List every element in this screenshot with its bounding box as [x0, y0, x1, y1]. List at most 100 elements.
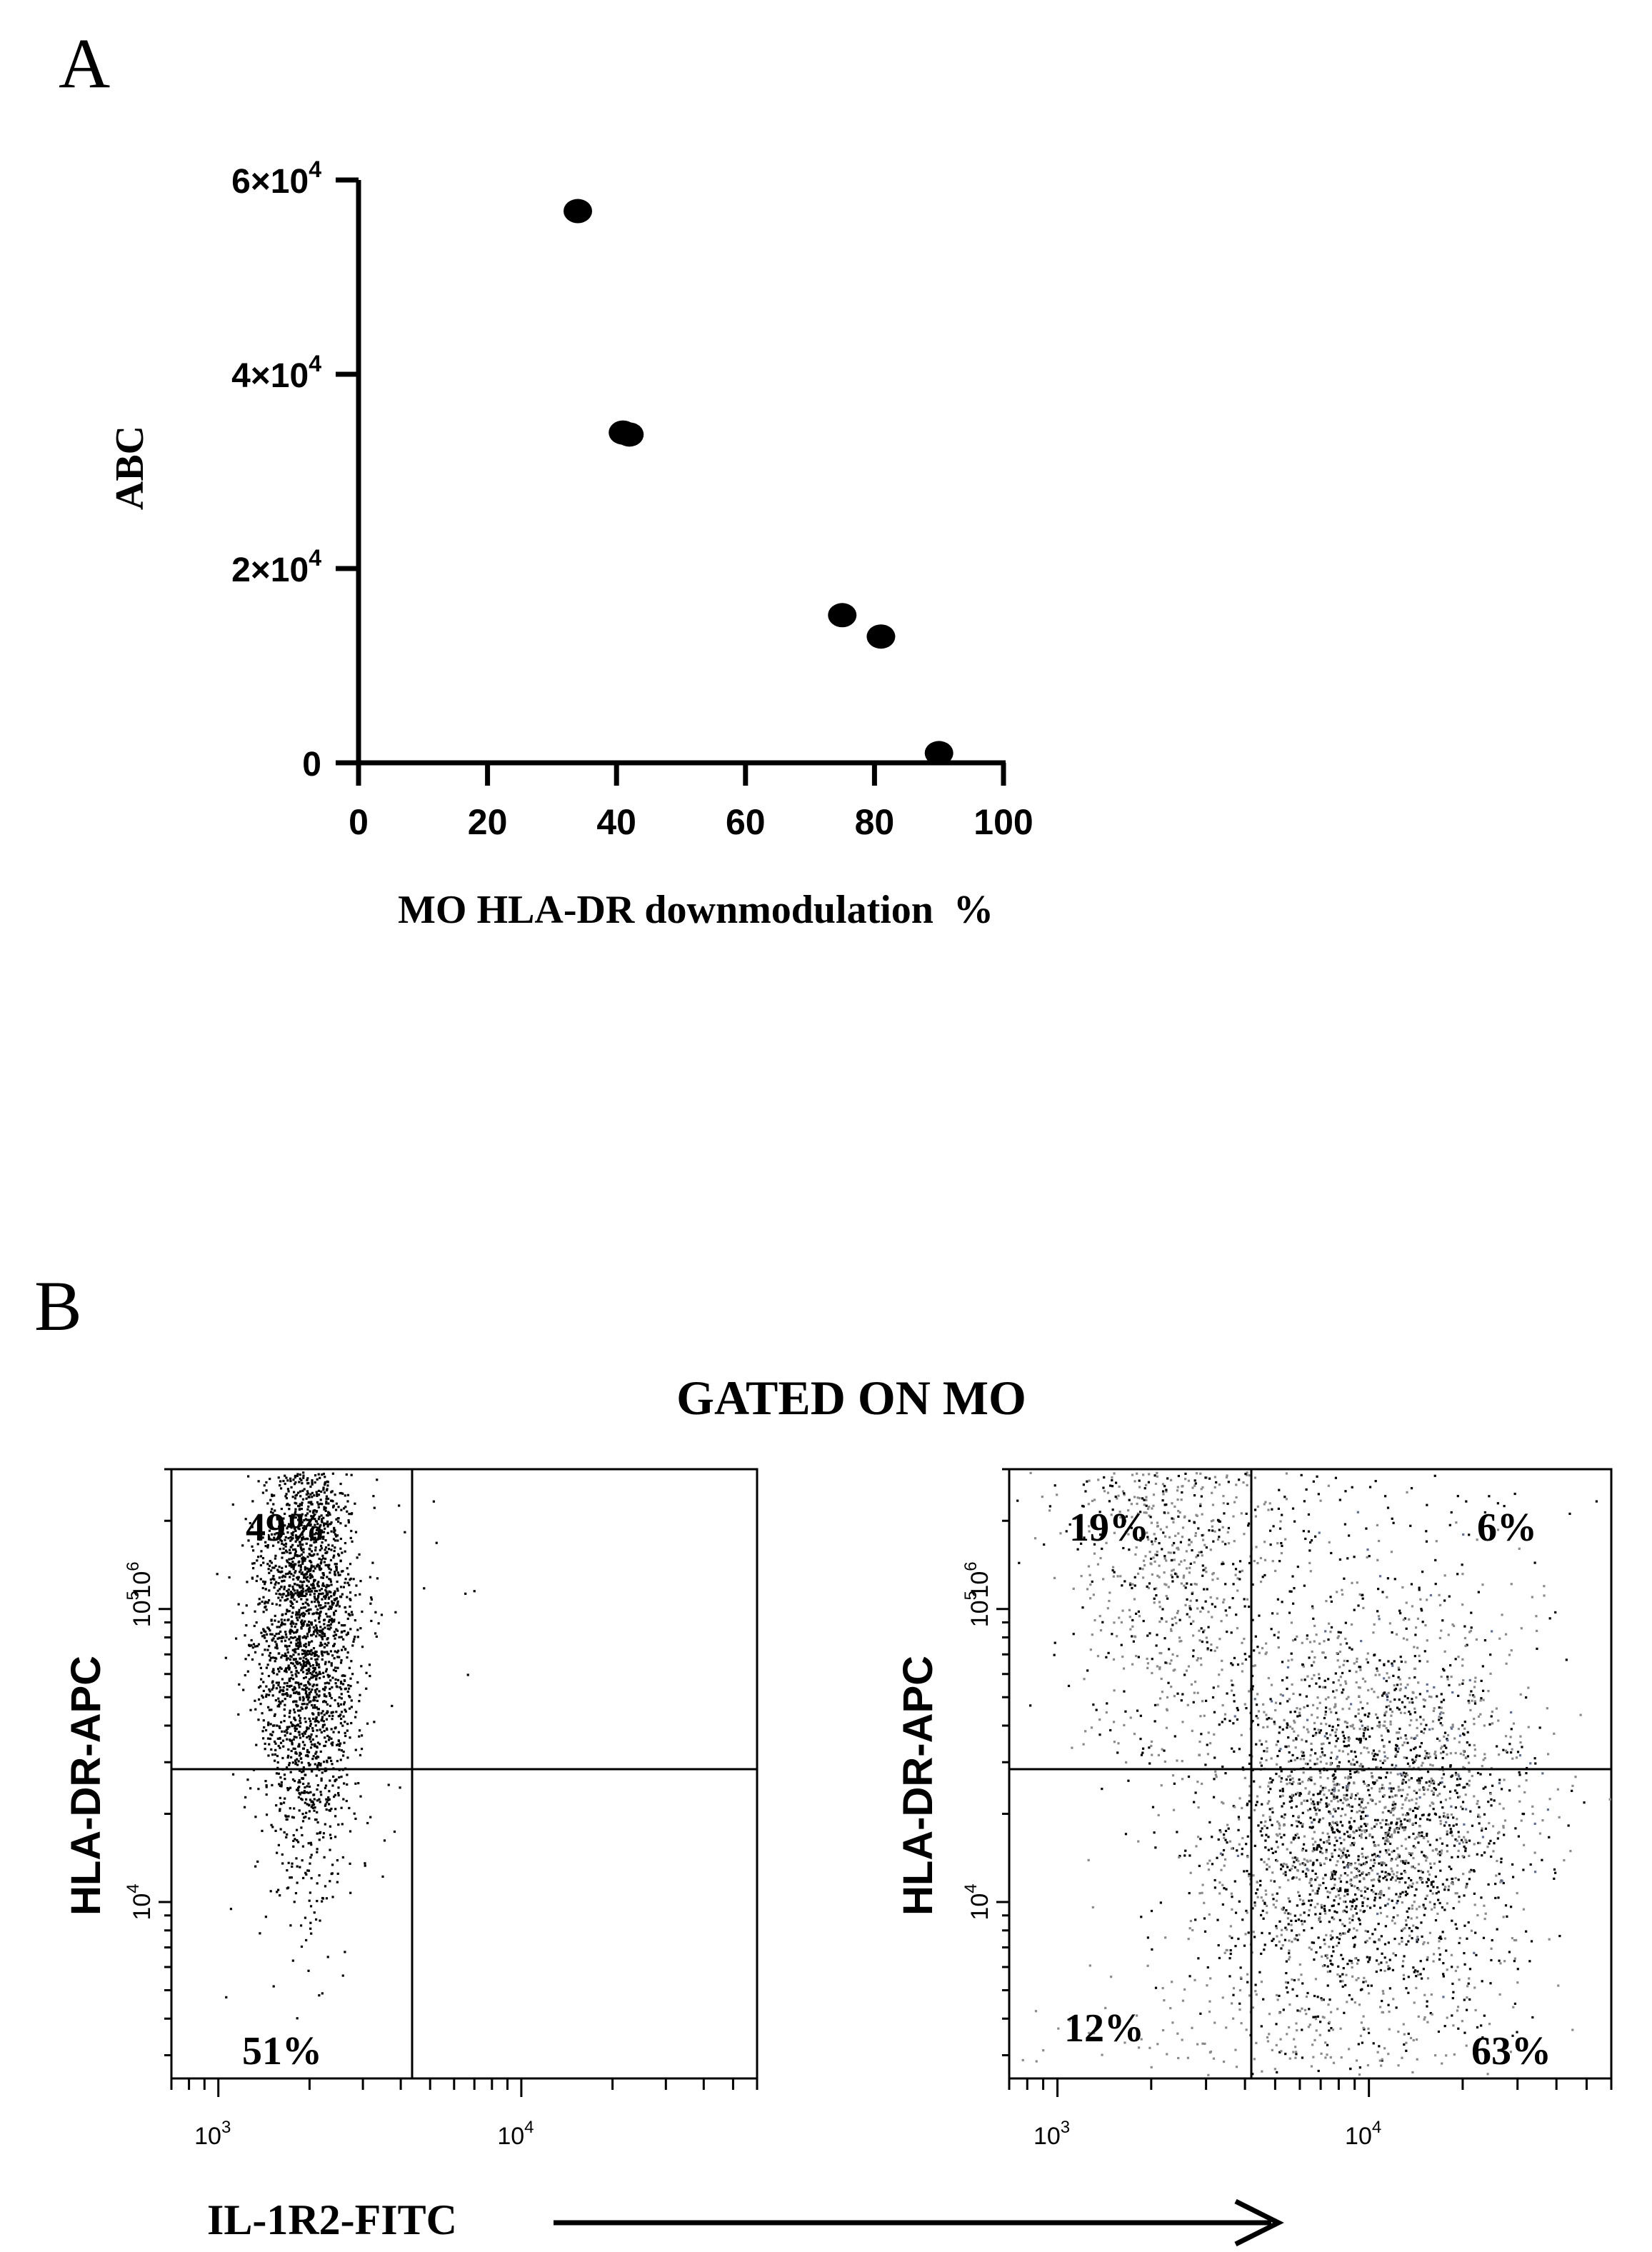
event-dot [1318, 1845, 1321, 1848]
event-dot [318, 1690, 321, 1693]
event-dot [341, 1823, 344, 1826]
event-dot [333, 1618, 336, 1621]
event-dot [1351, 1805, 1354, 1808]
event-dot [294, 1474, 296, 1477]
event-dot [299, 1663, 302, 1666]
event-dot [1438, 1953, 1441, 1956]
event-dot [1362, 1817, 1365, 1820]
event-dot [1303, 1902, 1306, 1905]
event-dot [263, 1726, 266, 1729]
event-dot [334, 1592, 336, 1595]
event-dot [1413, 1806, 1416, 1810]
event-dot [1333, 1797, 1336, 1801]
event-dot [333, 1554, 336, 1557]
event-dot [1303, 1835, 1306, 1838]
event-dot [1258, 1739, 1261, 1742]
event-dot [276, 1637, 279, 1640]
event-dot [1476, 1800, 1479, 1803]
event-dot [1328, 1909, 1331, 1912]
event-dot [1357, 1888, 1360, 1891]
event-dot [1498, 1778, 1501, 1781]
event-dot [224, 1656, 227, 1659]
event-dot [348, 1583, 351, 1586]
event-dot [1371, 1758, 1375, 1761]
plot-frame [1008, 1468, 1613, 2080]
event-dot [1381, 1694, 1384, 1697]
event-dot [1333, 1870, 1336, 1873]
event-dot [315, 1683, 318, 1686]
event-dot [1516, 2031, 1518, 2033]
event-dot [290, 1661, 293, 1665]
event-dot [1443, 1735, 1446, 1738]
event-dot [246, 1670, 249, 1673]
event-dot [1277, 1636, 1280, 1639]
event-dot [1449, 1828, 1452, 1831]
event-dot [1358, 1737, 1361, 1741]
event-dot [316, 1582, 319, 1585]
event-dot [285, 1692, 289, 1695]
event-dot [346, 1510, 349, 1513]
event-dot [1271, 1807, 1274, 1810]
event-dot [1396, 1877, 1399, 1880]
event-dot [1358, 1765, 1361, 1768]
event-dot [281, 1654, 284, 1657]
event-dot [1268, 1717, 1271, 1720]
event-dot [311, 1496, 314, 1498]
x-tick-label: 0 [349, 802, 369, 842]
event-dot [1293, 1710, 1296, 1713]
event-dot [311, 1587, 314, 1590]
event-dot [318, 1604, 321, 1607]
event-dot [1349, 2067, 1352, 2071]
event-dot [1353, 1662, 1356, 1665]
event-dot [1232, 1722, 1235, 1725]
event-dot [346, 1500, 349, 1503]
event-dot [269, 1651, 271, 1655]
event-dot [1272, 1898, 1275, 1901]
event-dot [1454, 1751, 1457, 1755]
event-dot [336, 1702, 339, 1705]
event-dot [315, 1716, 318, 1719]
event-dot [315, 1611, 319, 1615]
event-dot [1359, 1988, 1363, 1991]
event-dot [1394, 1954, 1397, 1957]
event-dot [306, 1556, 309, 1558]
event-dot [289, 1536, 292, 1538]
event-dot [1396, 1818, 1399, 1821]
event-dot [278, 1705, 281, 1708]
event-dot [291, 1537, 294, 1540]
event-dot [326, 1956, 329, 1958]
event-dot [300, 1945, 304, 1948]
event-dot [284, 1474, 286, 1477]
event-dot [1324, 1656, 1327, 1659]
event-dot [1325, 1723, 1328, 1726]
event-dot [330, 1728, 333, 1731]
event-dot [1461, 1603, 1464, 1606]
event-dot [332, 1668, 335, 1671]
event-dot [1381, 1591, 1384, 1593]
event-dot [1473, 1680, 1476, 1683]
event-dot [354, 1782, 357, 1785]
event-dot [1400, 1660, 1403, 1663]
event-dot [1308, 1946, 1311, 1949]
event-dot [1313, 2038, 1316, 2042]
event-dot [324, 1670, 328, 1673]
event-dot [286, 1726, 289, 1728]
event-dot [1413, 1747, 1416, 1751]
event-dot [1257, 1824, 1260, 1827]
event-dot [1341, 1985, 1344, 1988]
event-dot [1185, 1669, 1188, 1672]
event-dot [1418, 1835, 1421, 1838]
event-dot [1395, 1823, 1398, 1826]
event-dot [1334, 1783, 1337, 1786]
event-dot [308, 1701, 311, 1703]
event-dot [298, 1611, 301, 1613]
event-dot [314, 1474, 317, 1477]
event-dot [301, 1622, 304, 1626]
event-dot [1305, 1695, 1308, 1698]
event-dot [333, 1549, 336, 1553]
event-dot [1436, 1912, 1439, 1916]
event-dot [1330, 2026, 1333, 2030]
event-dot [1311, 1889, 1314, 1892]
event-dot [1288, 1958, 1291, 1961]
event-dot [288, 1523, 291, 1526]
